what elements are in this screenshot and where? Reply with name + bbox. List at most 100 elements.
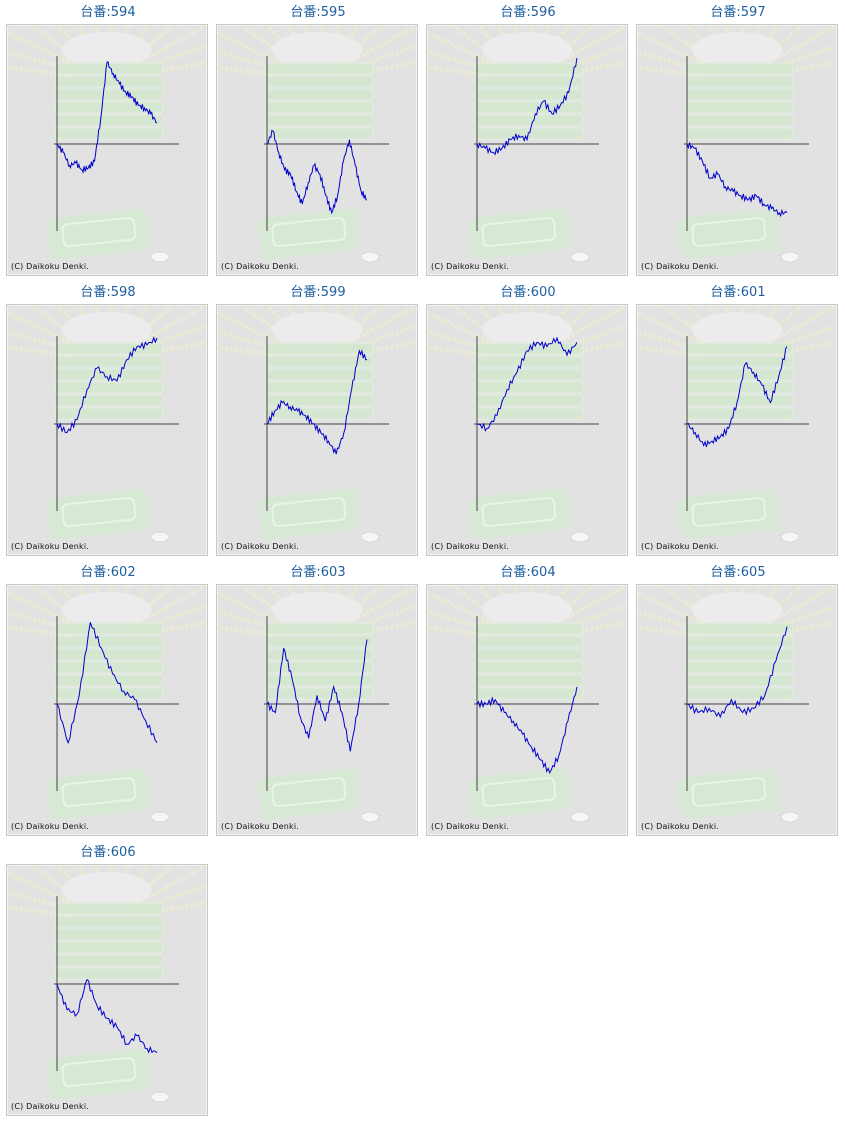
coin-icon (360, 531, 380, 543)
machine-number-link[interactable]: 台番:597 (710, 5, 766, 20)
coin-icon (360, 251, 380, 263)
machine-number-link[interactable]: 台番:604 (500, 565, 556, 580)
slump-graph[interactable]: (C) Daikoku Denki. (216, 304, 418, 556)
copyright-text: (C) Daikoku Denki. (221, 262, 300, 271)
copyright-text: (C) Daikoku Denki. (221, 822, 300, 831)
copyright-text: (C) Daikoku Denki. (431, 822, 510, 831)
slump-graph-svg (217, 585, 417, 823)
copyright-text: (C) Daikoku Denki. (431, 262, 510, 271)
bottom-tray (467, 488, 571, 540)
machine-panel: 台番:602 (C) Daikoku Denki. (6, 565, 210, 839)
machine-panel: 台番:606 (C) Daikoku Denki. (6, 845, 210, 1119)
copyright-text: (C) Daikoku Denki. (11, 542, 90, 551)
tray-stack (264, 62, 374, 140)
slump-graph[interactable]: (C) Daikoku Denki. (6, 304, 208, 556)
slump-graph-svg (217, 25, 417, 263)
coin-dome (62, 312, 152, 348)
copyright-text: (C) Daikoku Denki. (11, 1102, 90, 1111)
series-line (686, 626, 788, 719)
bottom-tray (677, 208, 781, 260)
coin-icon (150, 251, 170, 263)
coin-icon (780, 811, 800, 823)
tray-stack (54, 902, 164, 980)
slump-graph-svg (427, 585, 627, 823)
machine-number-link[interactable]: 台番:603 (290, 565, 346, 580)
slump-graph[interactable]: (C) Daikoku Denki. (636, 24, 838, 276)
series-line (476, 57, 578, 156)
bottom-tray (467, 768, 571, 820)
slump-graph-svg (637, 305, 837, 543)
machine-panel: 台番:596 (C) Daikoku Denki. (426, 5, 630, 279)
slump-graph[interactable]: (C) Daikoku Denki. (6, 864, 208, 1116)
coin-icon (570, 811, 590, 823)
series-line (56, 61, 158, 174)
slump-graph-svg (427, 25, 627, 263)
bottom-tray (47, 1048, 151, 1100)
coin-dome (272, 312, 362, 348)
slump-graph-svg (637, 25, 837, 263)
machine-panel: 台番:605 (C) Daikoku Denki. (636, 565, 840, 839)
bottom-tray (467, 208, 571, 260)
series-line (476, 336, 578, 432)
copyright-text: (C) Daikoku Denki. (641, 542, 720, 551)
slump-graph[interactable]: (C) Daikoku Denki. (426, 304, 628, 556)
bottom-tray (257, 208, 361, 260)
bottom-tray (257, 488, 361, 540)
bottom-tray (677, 488, 781, 540)
coin-dome (62, 32, 152, 68)
bottom-tray (47, 768, 151, 820)
machine-number-link[interactable]: 台番:606 (80, 845, 136, 860)
slump-graph[interactable]: (C) Daikoku Denki. (636, 584, 838, 836)
tray-stack (684, 622, 794, 700)
tray-stack (684, 342, 794, 420)
tray-stack (54, 622, 164, 700)
slump-graph[interactable]: (C) Daikoku Denki. (216, 584, 418, 836)
slump-graph-svg (637, 585, 837, 823)
tray-stack (474, 62, 584, 140)
tray-stack (54, 342, 164, 420)
coin-dome (272, 32, 362, 68)
machine-panel: 台番:599 (C) Daikoku Denki. (216, 285, 420, 559)
copyright-text: (C) Daikoku Denki. (641, 262, 720, 271)
machine-number-link[interactable]: 台番:598 (80, 285, 136, 300)
slump-graph[interactable]: (C) Daikoku Denki. (426, 24, 628, 276)
machine-number-link[interactable]: 台番:599 (290, 285, 346, 300)
slump-graph[interactable]: (C) Daikoku Denki. (216, 24, 418, 276)
machine-number-link[interactable]: 台番:594 (80, 5, 136, 20)
machine-panel: 台番:595 (C) Daikoku Denki. (216, 5, 420, 279)
tray-stack (684, 62, 794, 140)
copyright-text: (C) Daikoku Denki. (431, 542, 510, 551)
machine-number-link[interactable]: 台番:601 (710, 285, 766, 300)
series-line (686, 346, 788, 448)
coin-dome (692, 312, 782, 348)
coin-dome (482, 32, 572, 68)
slump-graph[interactable]: (C) Daikoku Denki. (6, 584, 208, 836)
machine-number-link[interactable]: 台番:595 (290, 5, 346, 20)
tray-stack (264, 622, 374, 700)
series-line (56, 978, 158, 1054)
machine-panel: 台番:604 (C) Daikoku Denki. (426, 565, 630, 839)
slump-graph-svg (7, 865, 207, 1103)
machine-number-link[interactable]: 台番:600 (500, 285, 556, 300)
slump-graph[interactable]: (C) Daikoku Denki. (426, 584, 628, 836)
copyright-text: (C) Daikoku Denki. (221, 542, 300, 551)
coin-dome (62, 592, 152, 628)
machine-number-link[interactable]: 台番:602 (80, 565, 136, 580)
machine-number-link[interactable]: 台番:596 (500, 5, 556, 20)
series-line (56, 336, 158, 434)
tray-stack (54, 62, 164, 140)
tray-stack (264, 342, 374, 420)
series-line (686, 142, 788, 218)
coin-icon (150, 1091, 170, 1103)
slump-graph[interactable]: (C) Daikoku Denki. (636, 304, 838, 556)
machine-panel: 台番:600 (C) Daikoku Denki. (426, 285, 630, 559)
coin-icon (780, 251, 800, 263)
coin-icon (150, 811, 170, 823)
coin-icon (150, 531, 170, 543)
machine-number-link[interactable]: 台番:605 (710, 565, 766, 580)
slump-graph-svg (7, 25, 207, 263)
slump-graph-svg (427, 305, 627, 543)
slump-graph[interactable]: (C) Daikoku Denki. (6, 24, 208, 276)
series-line (266, 349, 368, 455)
coin-dome (272, 592, 362, 628)
